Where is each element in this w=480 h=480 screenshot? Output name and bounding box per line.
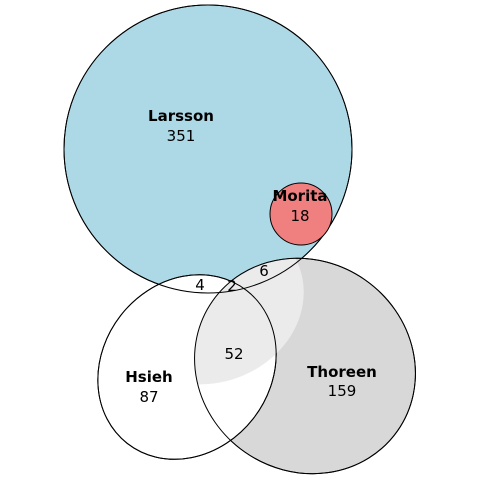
larsson-count: 351 <box>167 127 196 145</box>
hsieh-label: Hsieh <box>125 368 172 386</box>
morita-label: Morita <box>272 187 327 205</box>
hsieh-count: 87 <box>139 388 158 406</box>
morita-region <box>269 182 333 246</box>
larsson-label: Larsson <box>148 107 214 125</box>
hsieh-outline <box>97 274 277 460</box>
larsson-hsieh-thoreen-count: 2 <box>227 277 237 295</box>
morita-count: 18 <box>290 207 309 225</box>
thoreen-outline <box>194 257 416 475</box>
larsson-outline <box>63 4 353 294</box>
larsson-region <box>63 4 353 294</box>
thoreen-count: 159 <box>328 382 357 400</box>
hsieh-thoreen-count: 52 <box>224 345 243 363</box>
larsson-hsieh-count: 4 <box>195 276 205 294</box>
larsson-thoreen-count: 6 <box>259 262 269 280</box>
thoreen-label: Thoreen <box>307 363 377 381</box>
